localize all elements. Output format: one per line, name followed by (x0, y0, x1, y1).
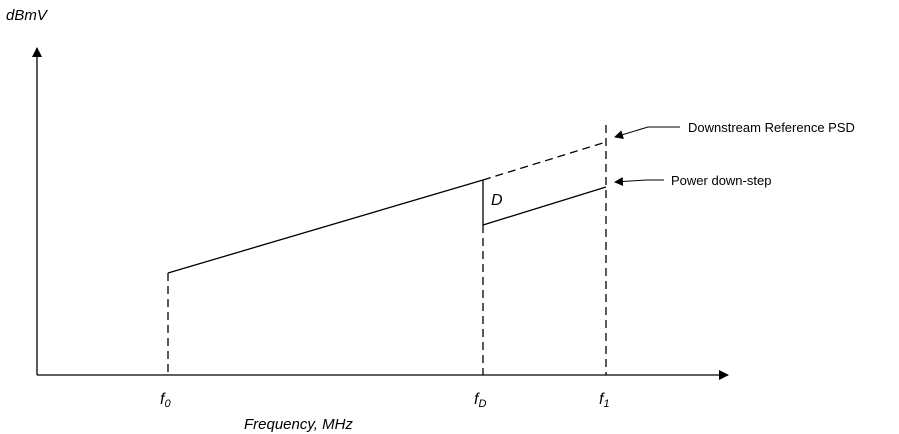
power-downstep-line (482, 186, 607, 226)
tick-fD-main: f (474, 391, 480, 408)
tick-f0-main: f (160, 391, 166, 408)
tick-label-f0: f0 (160, 391, 171, 410)
step-label: D (491, 192, 503, 209)
downstep-callout-leader (614, 176, 664, 186)
psd-rising-line (167, 179, 484, 274)
reference-psd-dashed-line (482, 141, 607, 181)
y-axis-label: dBmV (6, 7, 49, 24)
tick-f0-sub: 0 (164, 398, 171, 410)
reference-callout-text: Downstream Reference PSD (688, 120, 855, 135)
tick-label-f1: f1 (599, 391, 610, 410)
tick-f1-sub: 1 (603, 398, 609, 410)
tick-fD-sub: D (478, 398, 486, 410)
reference-callout-leader (614, 126, 680, 139)
tick-f1-main: f (599, 391, 605, 408)
downstep-callout-text: Power down-step (671, 173, 771, 188)
tick-label-fD: fD (474, 391, 486, 410)
x-axis-label: Frequency, MHz (244, 416, 353, 433)
